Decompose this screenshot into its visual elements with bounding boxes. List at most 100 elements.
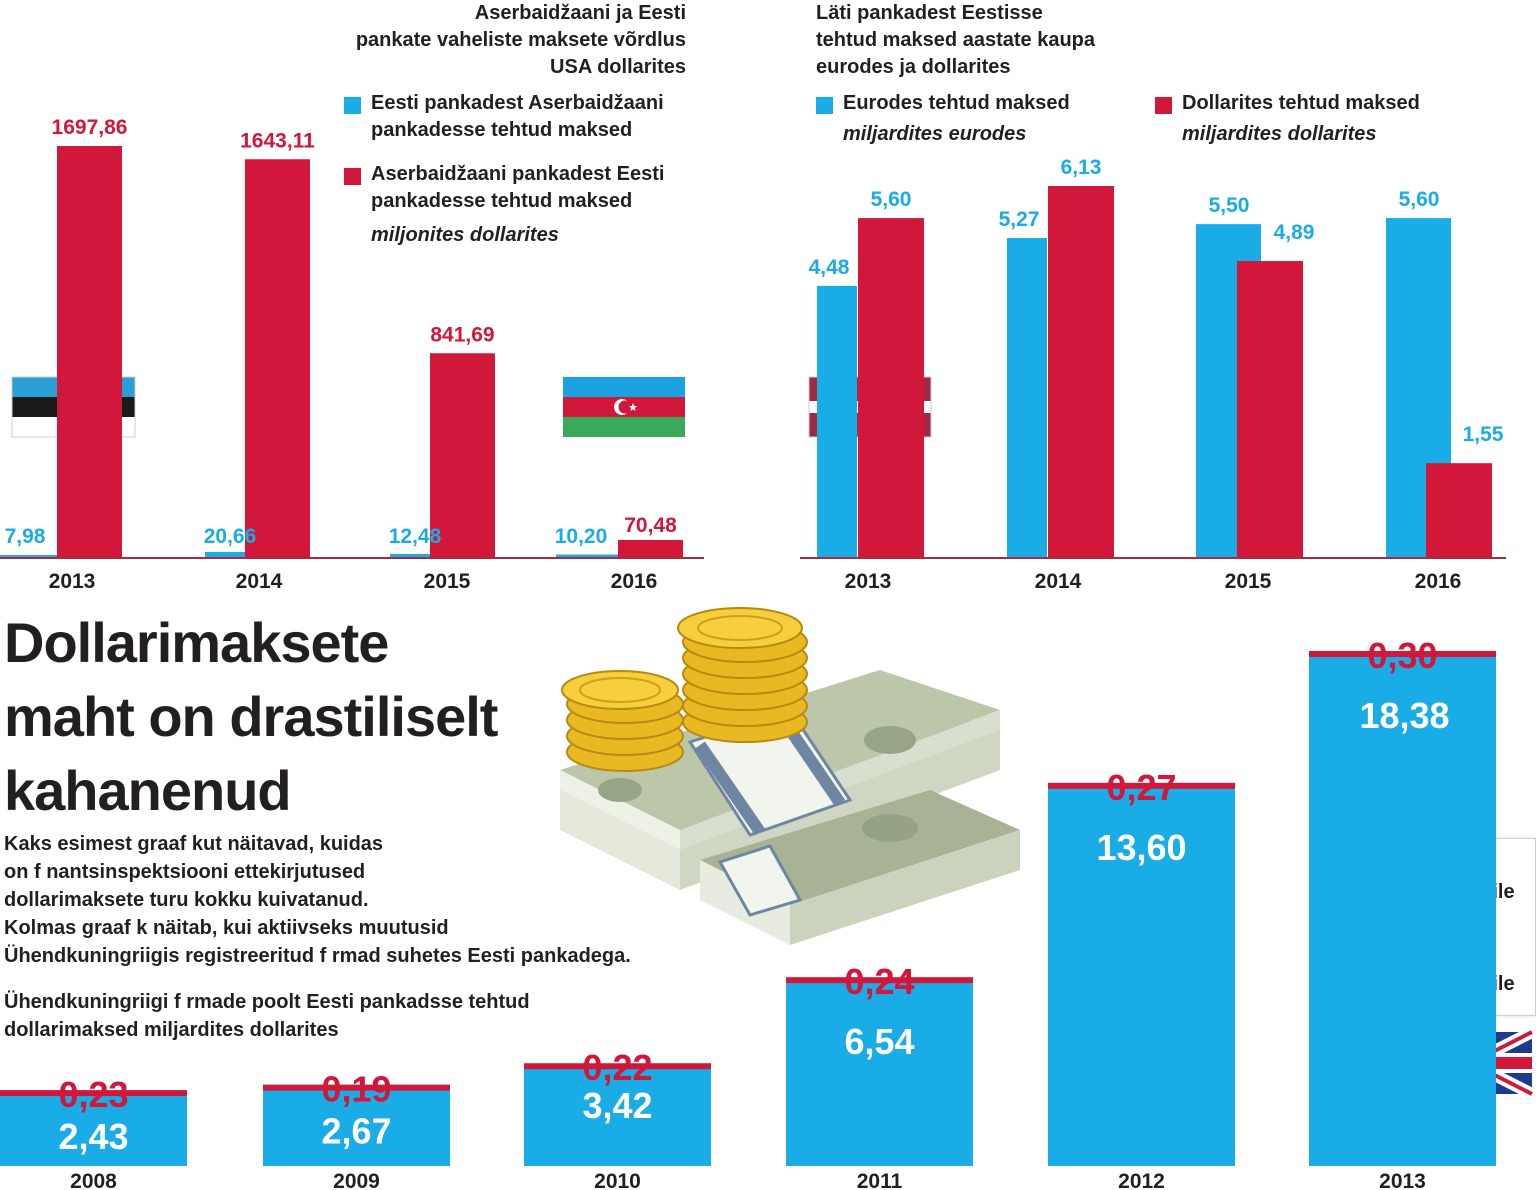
chart2-legend-blue-swatch	[816, 97, 833, 114]
chart1-year-2016: 2016	[611, 570, 658, 593]
chart2-label-red-2013: 5,60	[871, 188, 912, 211]
body-line-2: on f nantsinspektsiooni ettekirjutused	[4, 861, 366, 883]
chart2-legend-blue: Eurodes tehtud maksed	[843, 92, 1070, 114]
chart2-year-2016: 2016	[1415, 570, 1462, 593]
chart3-year-2013: 2013	[1379, 1170, 1426, 1190]
chart3-bar-red-2008	[0, 1090, 187, 1097]
chart3-bar-red-2012	[1048, 782, 1235, 789]
chart1-legend-red: Aserbaidžaani pankadest Eesti pankadesse…	[371, 161, 664, 215]
chart1-bar-red-2014	[245, 159, 310, 557]
chart1-label-red-2013: 1697,86	[52, 116, 128, 139]
chart2-title-line-1: Läti pankadest Eestisse	[816, 2, 1043, 24]
chart1-legend-blue-line-1: Eesti pankadest Aserbaidžaani	[371, 92, 664, 114]
chart2-year-2014: 2014	[1035, 570, 1082, 593]
chart2-bar-blue-2013	[817, 285, 857, 557]
chart2-label-blue-2013: 4,48	[809, 256, 850, 279]
chart1-title-line-1: Aserbaidžaani ja Eesti	[474, 2, 686, 24]
chart3-year-2012: 2012	[1118, 1170, 1165, 1190]
body-line-4: Kolmas graaf k näitab, kui aktiivseks mu…	[4, 917, 449, 939]
chart3-year-2008: 2008	[70, 1170, 117, 1190]
chart1-bar-red-2015	[430, 353, 495, 557]
chart3-bar-blue-2013	[1309, 654, 1496, 1166]
chart2-bar-red-2013	[858, 218, 924, 558]
chart1-legend-blue-line-2: pankadesse tehtud maksed	[371, 119, 633, 141]
chart1-year-2014: 2014	[236, 570, 283, 593]
chart3-caption: Ühendkuningriigi f rmade poolt Eesti pan…	[4, 988, 530, 1044]
chart1-legend-red-swatch	[344, 168, 361, 185]
chart3-bar-blue-2009	[263, 1087, 450, 1166]
chart1-label-red-2015: 841,69	[430, 323, 494, 346]
chart3-year-2011: 2011	[857, 1170, 903, 1190]
chart2-bar-blue-2014	[1007, 238, 1047, 557]
chart2-title: Läti pankadest Eestisse tehtud maksed aa…	[816, 0, 1095, 81]
chart3-label-red-2013: 0,30	[1367, 635, 1437, 676]
chart2-bar-red-2016	[1426, 463, 1492, 557]
chart3-label-blue-2010: 3,42	[582, 1085, 652, 1126]
chart2-title-line-2: tehtud maksed aastate kaupa	[816, 29, 1095, 51]
chart1-label-blue-2015: 12,48	[389, 525, 442, 548]
chart3-bar-red-2013	[1309, 651, 1496, 657]
chart2-label-red-2016: 1,55	[1463, 423, 1504, 446]
chart2-label-blue-2014: 5,27	[999, 208, 1040, 231]
azerbaijan-flag	[563, 377, 685, 437]
chart1-legend-red-line-2: pankadesse tehtud maksed	[371, 190, 633, 212]
chart1-label-blue-2013: 7,98	[5, 525, 46, 548]
chart1-title-line-2: pankate vaheliste maksete võrdlus	[355, 29, 686, 51]
chart-uk-firms: 0,232,43 2008 0,192,67 2009 0,223,42 2010 0,24…	[0, 635, 1496, 1190]
headline-line-2: maht on drastiliselt	[4, 685, 498, 748]
chart3-label-blue-2008: 2,43	[58, 1116, 128, 1157]
chart3-label-red-2008: 0,23	[58, 1074, 128, 1115]
chart3-bar-red-2010	[524, 1063, 711, 1070]
chart1-label-blue-2014: 20,66	[204, 525, 257, 548]
chart2-bar-red-2015	[1237, 261, 1303, 557]
chart1-title-line-3: USA dollarites	[550, 56, 686, 78]
chart2-label-blue-2015: 5,50	[1209, 194, 1250, 217]
chart1-legend-blue: Eesti pankadest Aserbaidžaani pankadesse…	[371, 90, 664, 144]
chart1-legend-blue-swatch	[344, 97, 361, 114]
chart1-label-red-2016: 70,48	[624, 514, 677, 537]
chart1-year-2013: 2013	[49, 570, 96, 593]
chart3-year-2009: 2009	[333, 1170, 380, 1190]
chart1-label-red-2014: 1643,11	[240, 129, 315, 152]
chart-azerbaijan-estonia: 7,98 1697,86 2013 20,66 1643,11 2014 12,48 841,…	[0, 116, 704, 593]
chart3-caption-line-1: Ühendkuningriigi f rmade poolt Eesti pan…	[4, 991, 530, 1013]
body-line-5: Ühendkuningriigis registreeritud f rmad …	[4, 945, 631, 967]
chart3-label-blue-2012: 13,60	[1096, 827, 1186, 868]
chart3-bar-red-2009	[263, 1084, 450, 1091]
chart1-bar-blue-2013	[0, 555, 80, 557]
chart2-bar-red-2014	[1048, 186, 1114, 557]
chart3-bar-blue-2008	[0, 1093, 187, 1166]
chart3-label-blue-2013: 18,38	[1359, 695, 1449, 736]
chart3-label-red-2011: 0,24	[844, 961, 914, 1002]
chart2-legend-red-unit: miljardites dollarites	[1182, 123, 1377, 145]
chart2-title-line-3: eurodes ja dollarites	[816, 56, 1011, 78]
chart2-legend-red-swatch	[1155, 97, 1172, 114]
chart1-bar-blue-2016	[556, 554, 636, 557]
chart3-bar-red-2011	[786, 977, 973, 984]
chart3-bar-blue-2012	[1048, 785, 1235, 1166]
chart2-legend-red: Dollarites tehtud maksed	[1182, 92, 1420, 114]
chart3-label-blue-2009: 2,67	[321, 1111, 391, 1152]
chart1-legend-red-line-1: Aserbaidžaani pankadest Eesti	[371, 163, 665, 185]
chart2-year-2013: 2013	[845, 570, 892, 593]
chart1-bar-red-2016	[618, 539, 683, 557]
headline-line-3: kahanenud	[4, 759, 292, 822]
chart3-label-red-2012: 0,27	[1106, 767, 1176, 808]
chart-latvia-estonia: 4,48 5,60 2013 5,27 6,13 2014 5,50 4,89 2015 5,60…	[800, 156, 1506, 593]
chart2-legend-blue-unit: miljardites eurodes	[843, 123, 1027, 145]
chart3-caption-line-2: dollarimaksed miljardites dollarites	[4, 1019, 339, 1041]
chart2-year-2015: 2015	[1225, 570, 1272, 593]
chart3-bar-blue-2010	[524, 1066, 711, 1166]
chart1-unit-note: miljonites dollarites	[371, 224, 559, 246]
chart1-title: Aserbaidžaani ja Eesti pankate vaheliste…	[356, 0, 686, 81]
article-headline: Dollarimaksete maht on drastiliselt kaha…	[4, 606, 498, 828]
chart1-label-blue-2016: 10,20	[555, 525, 608, 548]
chart2-label-red-2014: 6,13	[1061, 156, 1102, 179]
chart1-bar-red-2013	[57, 146, 122, 557]
gold-coins	[561, 607, 808, 772]
body-line-1: Kaks esimest graaf kut näitavad, kuidas	[4, 833, 384, 855]
chart3-label-blue-2011: 6,54	[844, 1021, 914, 1062]
body-line-3: dollarimaksete turu kokku kuivatanud.	[4, 889, 369, 911]
money-illustration	[560, 607, 1020, 945]
